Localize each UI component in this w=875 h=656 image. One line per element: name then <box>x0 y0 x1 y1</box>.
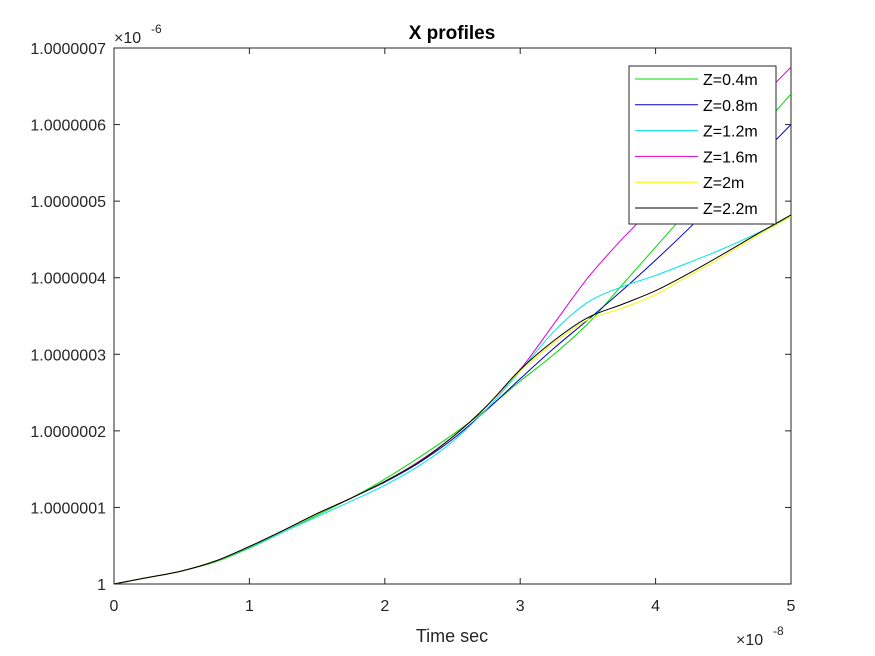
y-tick-label: 1.0000001 <box>30 500 106 517</box>
x-axis-title: Time sec <box>416 626 488 646</box>
y-axis-exponent-power: -6 <box>151 22 162 36</box>
y-tick-label: 1.0000003 <box>30 347 106 364</box>
legend-label: Z=1.2m <box>703 124 758 141</box>
y-tick-label: 1.0000004 <box>30 271 106 288</box>
legend-label: Z=1.6m <box>703 149 758 166</box>
x-tick-label: 3 <box>516 598 525 615</box>
x-axis-exponent: ×10 <box>736 632 763 649</box>
y-tick-label: 1.0000005 <box>30 194 106 211</box>
y-tick-label: 1.0000002 <box>30 424 106 441</box>
y-tick-labels: 1 1.0000001 1.0000002 1.0000003 1.0000004 1.0… <box>30 41 106 594</box>
y-tick-label: 1 <box>97 577 106 594</box>
axis-ticks <box>113 47 792 585</box>
x-tick-label: 1 <box>245 598 254 615</box>
x-tick-label: 2 <box>380 598 389 615</box>
x-tick-label: 5 <box>787 598 796 615</box>
series-line-6 <box>114 214 791 584</box>
y-axis-exponent: ×10 <box>114 30 141 47</box>
y-tick-label: 1.0000006 <box>30 118 106 135</box>
legend: Z=0.4m Z=0.8m Z=1.2m Z=1.6m Z=2m Z=2.2m <box>628 65 777 225</box>
legend-box <box>628 65 777 225</box>
legend-label: Z=0.4m <box>703 72 758 89</box>
x-tick-labels: 0 1 2 3 4 5 <box>110 598 796 615</box>
y-tick-label: 1.0000007 <box>30 41 106 58</box>
x-axis-exponent-power: -8 <box>773 624 784 638</box>
legend-label: Z=2m <box>703 175 744 192</box>
x-tick-label: 4 <box>651 598 660 615</box>
legend-label: Z=0.8m <box>703 98 758 115</box>
chart-title: X profiles <box>409 23 496 44</box>
x-tick-label: 0 <box>110 598 119 615</box>
legend-label: Z=2.2m <box>703 201 758 218</box>
